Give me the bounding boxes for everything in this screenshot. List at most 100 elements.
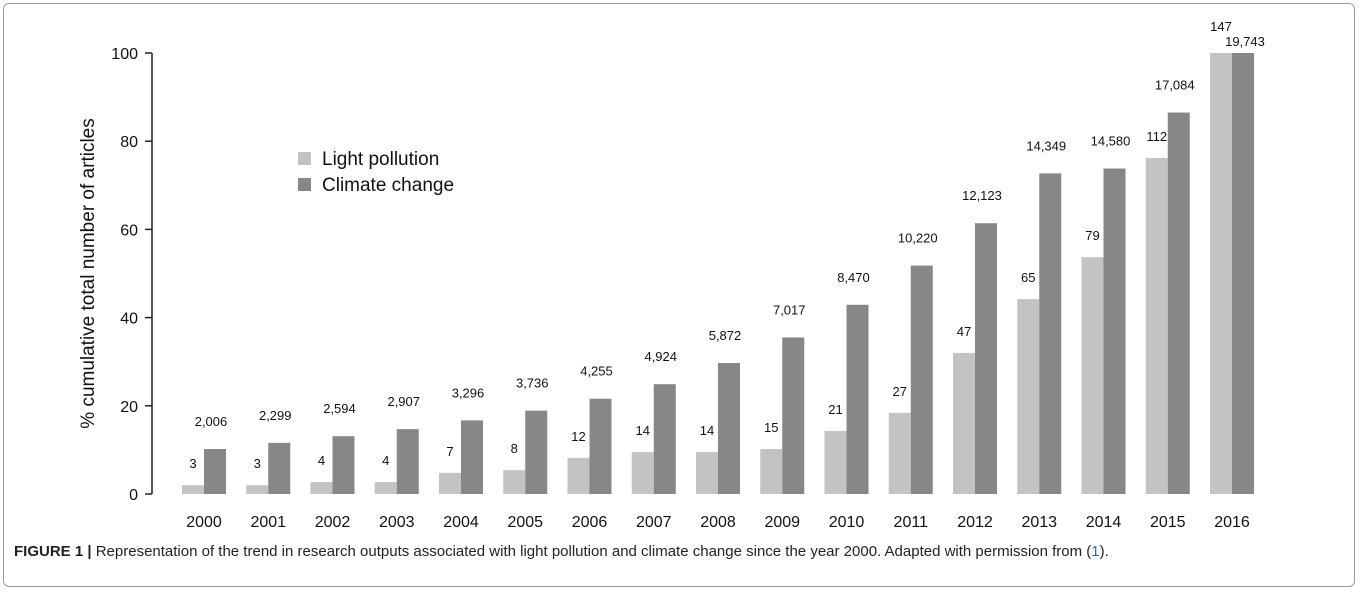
x-tick-label: 2016 — [1214, 514, 1250, 531]
chart-bars — [182, 53, 1254, 495]
x-tick-label: 2009 — [764, 514, 800, 531]
y-tick-label: 40 — [120, 311, 138, 328]
bar-light-pollution — [439, 472, 461, 494]
bar-climate-change — [461, 420, 483, 494]
bar-label-climate-change: 2,907 — [387, 394, 420, 409]
caption-end: ). — [1099, 543, 1109, 560]
bar-climate-change — [910, 265, 933, 494]
bar-light-pollution — [567, 457, 590, 494]
bar-label-climate-change: 5,872 — [709, 328, 742, 343]
x-tick-label: 2004 — [443, 514, 479, 531]
figure-frame — [3, 3, 1355, 587]
bar-climate-change — [1232, 53, 1254, 494]
legend-swatch — [298, 178, 311, 191]
bar-label-light-pollution: 65 — [1021, 270, 1035, 285]
bar-label-climate-change: 14,580 — [1091, 134, 1131, 149]
bar-light-pollution — [1210, 53, 1232, 494]
bar-label-light-pollution: 7 — [446, 444, 453, 459]
bar-label-light-pollution: 8 — [511, 441, 518, 456]
x-tick-label: 2015 — [1150, 514, 1186, 531]
y-tick-label: 100 — [111, 46, 138, 63]
chart-axes: 0 20 40 60 80 100 % cumulative total number o… — [78, 46, 153, 504]
bar-label-climate-change: 2,299 — [259, 408, 292, 423]
bar-label-climate-change: 2,594 — [323, 401, 356, 416]
bar-label-climate-change: 14,349 — [1026, 138, 1066, 153]
bar-label-light-pollution: 15 — [764, 420, 778, 435]
bar-label-light-pollution: 3 — [189, 456, 196, 471]
bar-label-climate-change: 2,006 — [195, 414, 228, 429]
bar-label-climate-change: 12,123 — [962, 188, 1002, 203]
bar-label-climate-change: 3,736 — [516, 376, 549, 391]
x-tick-label: 2002 — [315, 514, 351, 531]
y-tick-label: 20 — [120, 399, 138, 416]
bar-light-pollution — [631, 452, 654, 494]
bar-climate-change — [525, 410, 548, 494]
y-axis-label: % cumulative total number of articles — [78, 118, 99, 428]
bar-climate-change — [846, 304, 869, 494]
bar-label-light-pollution: 4 — [318, 453, 325, 468]
bar-label-light-pollution: 14 — [636, 423, 650, 438]
x-tick-label: 2012 — [957, 514, 993, 531]
bar-light-pollution — [953, 352, 975, 494]
bar-climate-change — [1103, 168, 1126, 495]
bar-light-pollution — [374, 482, 397, 494]
bar-chart: 0 20 40 60 80 100 % cumulative total number o… — [78, 19, 1265, 531]
bar-climate-change — [1039, 173, 1062, 494]
legend-label: Light pollution — [322, 149, 439, 170]
figure-caption: FIGURE 1 | Representation of the trend i… — [14, 543, 1344, 560]
y-tick-label: 80 — [120, 134, 138, 151]
bar-label-light-pollution: 12 — [571, 429, 585, 444]
bar-label-light-pollution: 21 — [828, 402, 842, 417]
x-tick-label: 2003 — [379, 514, 415, 531]
x-tick-label: 2006 — [572, 514, 608, 531]
bar-light-pollution — [1081, 257, 1104, 494]
bar-label-climate-change: 10,220 — [898, 231, 938, 246]
bar-light-pollution — [1017, 299, 1040, 494]
y-tick-label: 0 — [129, 487, 138, 504]
bar-label-climate-change: 19,743 — [1225, 34, 1265, 49]
bar-label-light-pollution: 47 — [957, 324, 971, 339]
bar-label-light-pollution: 3 — [254, 456, 261, 471]
bar-light-pollution — [246, 485, 269, 494]
bar-climate-change — [332, 436, 355, 494]
x-tick-label: 2005 — [507, 514, 543, 531]
bar-light-pollution — [182, 485, 204, 494]
legend-label: Climate change — [322, 175, 454, 196]
bar-climate-change — [782, 337, 805, 494]
bar-value-labels: 3 2,006 3 2,299 4 2,594 4 2,907 7 3,296 8 3,736 12 4,… — [189, 19, 1265, 471]
bar-label-climate-change: 17,084 — [1155, 78, 1195, 93]
chart-legend: Light pollution Climate change — [298, 149, 454, 196]
bar-climate-change — [396, 429, 419, 494]
bar-light-pollution — [696, 452, 718, 494]
bar-label-light-pollution: 147 — [1210, 19, 1232, 34]
bar-light-pollution — [310, 482, 333, 494]
legend-swatch — [298, 152, 311, 165]
caption-reference-link[interactable]: 1 — [1091, 543, 1100, 560]
x-tick-label: 2000 — [186, 514, 222, 531]
x-tick-label: 2010 — [829, 514, 865, 531]
bar-label-light-pollution: 112 — [1146, 129, 1167, 144]
bar-label-light-pollution: 79 — [1085, 228, 1099, 243]
bar-label-climate-change: 4,255 — [580, 364, 613, 379]
bar-light-pollution — [760, 449, 783, 494]
bar-label-light-pollution: 14 — [700, 423, 714, 438]
bar-climate-change — [718, 363, 740, 494]
caption-text: Representation of the trend in research … — [91, 543, 1092, 560]
bar-light-pollution — [824, 430, 847, 494]
y-tick-label: 60 — [120, 222, 138, 239]
x-tick-label: 2013 — [1021, 514, 1057, 531]
bar-climate-change — [204, 449, 226, 494]
bar-light-pollution — [1145, 157, 1168, 494]
bar-label-climate-change: 4,924 — [644, 349, 677, 364]
bar-climate-change — [975, 223, 997, 494]
bar-label-light-pollution: 4 — [382, 453, 389, 468]
bar-label-climate-change: 7,017 — [773, 302, 806, 317]
x-axis-tick-labels: 2000 2001 2002 2003 2004 2005 2006 2007 2008 2009… — [186, 514, 1250, 531]
x-tick-label: 2001 — [250, 514, 286, 531]
x-tick-label: 2011 — [894, 514, 929, 531]
bar-climate-change — [589, 398, 612, 494]
bar-climate-change — [653, 384, 676, 494]
bar-light-pollution — [503, 470, 526, 494]
x-tick-label: 2008 — [700, 514, 736, 531]
bar-climate-change — [268, 442, 291, 494]
